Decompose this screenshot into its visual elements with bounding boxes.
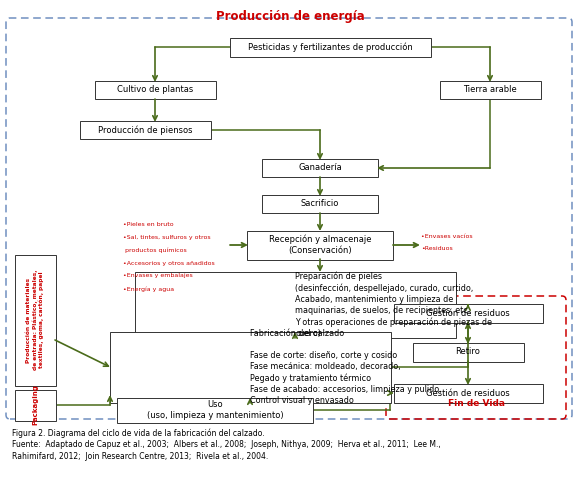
FancyBboxPatch shape — [412, 343, 524, 361]
Text: Cultivo de plantas: Cultivo de plantas — [117, 86, 193, 95]
Text: Fin de Vida: Fin de Vida — [448, 399, 505, 408]
Text: Pesticidas y fertilizantes de producción: Pesticidas y fertilizantes de producción — [248, 42, 412, 52]
Text: •Accesorios y otros añadidos: •Accesorios y otros añadidos — [123, 260, 215, 265]
Text: Fabricación del calzado

Fase de corte: diseño, corte y cosido
Fase mecánica: mo: Fabricación del calzado Fase de corte: d… — [250, 329, 441, 405]
Text: Sacrificio: Sacrificio — [301, 199, 339, 208]
Text: Recepción y almacenaje
(Conservación): Recepción y almacenaje (Conservación) — [269, 235, 371, 255]
FancyBboxPatch shape — [393, 303, 542, 323]
FancyBboxPatch shape — [14, 254, 56, 386]
FancyBboxPatch shape — [440, 81, 541, 99]
Text: •Pieles en bruto: •Pieles en bruto — [123, 221, 173, 227]
FancyBboxPatch shape — [14, 390, 56, 420]
Text: Gestión de residuos: Gestión de residuos — [426, 389, 510, 397]
Text: Gestión de residuos: Gestión de residuos — [426, 308, 510, 317]
Text: •Envases y embalajes: •Envases y embalajes — [123, 274, 193, 279]
Text: Uso
(uso, limpieza y mantenimiento): Uso (uso, limpieza y mantenimiento) — [147, 400, 283, 420]
Text: Fuente:  Adaptado de Capuz et al., 2003;  Albers et al., 2008;  Joseph, Nithya, : Fuente: Adaptado de Capuz et al., 2003; … — [12, 440, 441, 449]
FancyBboxPatch shape — [230, 38, 430, 56]
FancyBboxPatch shape — [393, 384, 542, 402]
Text: Producción de piensos: Producción de piensos — [98, 125, 192, 135]
Text: •Energía y agua: •Energía y agua — [123, 286, 174, 292]
Text: Packaging: Packaging — [32, 385, 38, 425]
Text: •Sal, tintes, sulfuros y otros: •Sal, tintes, sulfuros y otros — [123, 235, 211, 240]
FancyBboxPatch shape — [247, 231, 393, 259]
Text: productos químicos: productos químicos — [123, 247, 187, 253]
Text: Producción de energía: Producción de energía — [216, 10, 364, 23]
Text: Producción de materiales
de entrada: Plástico, metales,
textiles, goma, cartón, : Producción de materiales de entrada: Plá… — [26, 270, 44, 370]
FancyBboxPatch shape — [135, 272, 455, 338]
FancyBboxPatch shape — [95, 81, 216, 99]
Text: •Residuos: •Residuos — [421, 247, 453, 251]
Text: Tierra arable: Tierra arable — [463, 86, 517, 95]
FancyBboxPatch shape — [79, 121, 211, 139]
Text: Retiro: Retiro — [455, 347, 480, 356]
Text: Figura 2. Diagrama del ciclo de vida de la fabricación del calzado.: Figura 2. Diagrama del ciclo de vida de … — [12, 428, 264, 438]
FancyBboxPatch shape — [262, 195, 378, 213]
Text: •Envases vacíos: •Envases vacíos — [421, 234, 473, 239]
FancyBboxPatch shape — [110, 332, 390, 402]
Text: Rahimifard, 2012;  Join Research Centre, 2013;  Rivela et al., 2004.: Rahimifard, 2012; Join Research Centre, … — [12, 452, 268, 461]
Text: Ganadería: Ganadería — [298, 163, 342, 172]
FancyBboxPatch shape — [262, 159, 378, 177]
FancyBboxPatch shape — [117, 397, 313, 423]
Text: Preparación de pieles
(desinfección, despellejado, curado, curtido,
Acabado, man: Preparación de pieles (desinfección, des… — [295, 272, 492, 338]
